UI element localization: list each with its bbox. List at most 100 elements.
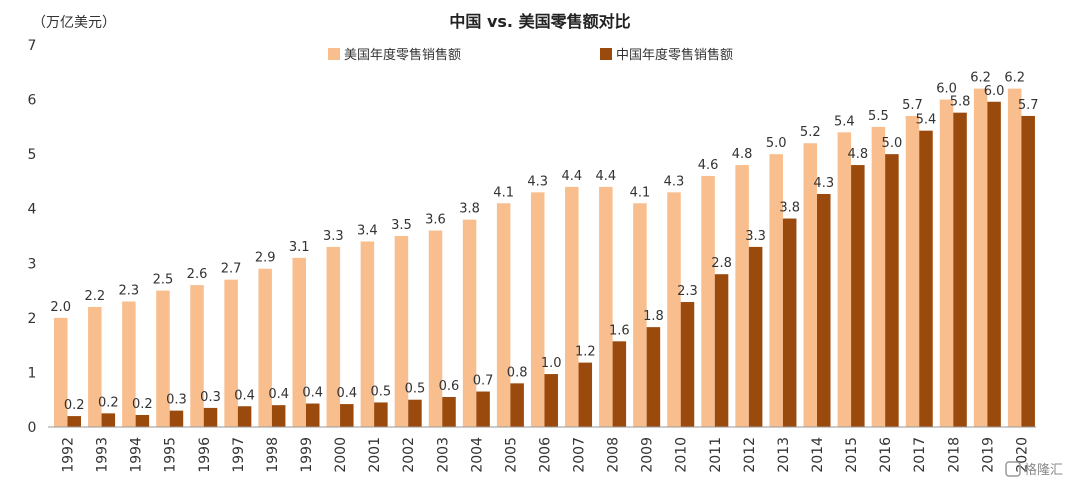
bar-china [782,218,797,427]
data-label-china: 5.0 [882,136,903,151]
x-tick-label: 2018 [946,437,962,473]
data-label-us: 2.2 [84,289,105,304]
bars [54,88,1035,428]
data-label-china: 0.8 [507,365,528,380]
data-label-china: 3.3 [745,229,766,244]
x-tick-label: 2020 [1014,437,1030,473]
data-label-china: 5.8 [950,95,971,110]
bar-us [599,186,613,427]
data-label-us: 3.5 [391,218,412,233]
bar-us [190,285,204,427]
data-label-china: 0.5 [405,382,426,397]
data-label-us: 3.8 [459,202,480,217]
data-label-china: 5.4 [916,113,937,128]
bar-china [817,193,831,427]
bar-us [1007,88,1022,428]
x-tick-label: 2011 [708,437,724,473]
bar-china [885,154,899,427]
data-label-china: 0.6 [439,379,460,394]
bar-us [667,192,681,427]
bar-us [735,165,749,428]
data-label-us: 4.1 [493,185,514,200]
y-tick-label: 7 [28,38,37,54]
data-label-china: 0.2 [98,395,119,410]
x-tick-label: 1996 [197,437,213,473]
bar-china [578,362,593,427]
bar-china [374,402,388,427]
data-label-china: 0.2 [132,397,153,412]
bar-us [803,143,818,427]
data-label-us: 3.3 [323,229,344,244]
data-label-us: 6.2 [970,71,991,86]
x-tick-label: 2004 [469,437,485,473]
bar-china [919,130,933,428]
data-label-us: 4.4 [596,169,617,184]
data-label-china: 5.7 [1018,98,1039,113]
legend: 美国年度零售销售额 中国年度零售销售额 [328,47,733,63]
bar-us [973,88,988,428]
bar-china [953,112,967,427]
bar-china [340,404,354,427]
bar-china [408,399,422,427]
x-tick-label: 2019 [980,437,996,473]
data-label-china: 2.3 [677,284,698,299]
bar-us [394,236,409,427]
data-label-us: 5.4 [834,114,855,129]
x-tick-label: 2015 [844,437,860,473]
bar-us [326,246,341,427]
x-tick-label: 2007 [572,437,588,473]
bar-us [496,203,511,427]
data-label-china: 3.8 [779,201,800,216]
bar-china [714,274,729,427]
y-tick-label: 2 [28,311,37,327]
y-tick-label: 4 [28,202,37,218]
bar-us [224,279,238,427]
bar-us [769,154,783,427]
data-label-us: 5.7 [902,98,923,113]
chart-title: 中国 vs. 美国零售额对比 [449,12,630,31]
bar-china [646,327,661,427]
bar-china [476,391,490,427]
bar-china [987,101,1001,428]
bar-us [156,290,170,427]
data-label-us: 5.0 [766,136,787,151]
bar-us [871,126,886,427]
bar-china [442,396,456,427]
data-label-us: 6.0 [936,82,957,97]
bar-china [680,302,695,427]
bar-china [101,413,116,427]
data-label-us: 2.9 [255,251,276,266]
bar-us [462,219,477,427]
bar-china [510,383,524,427]
bar-china [851,165,865,428]
data-label-us: 2.6 [187,267,208,282]
x-tick-label: 2016 [878,437,894,473]
bar-china [748,246,763,427]
x-tick-label: 1999 [299,437,315,473]
bar-china [1021,115,1035,427]
x-tick-label: 2013 [776,437,792,473]
data-label-us: 2.5 [153,273,174,288]
bar-china [169,410,184,427]
bar-china [237,406,252,427]
legend-label-china: 中国年度零售销售额 [616,47,733,63]
data-label-china: 1.0 [541,356,562,371]
bar-china [203,407,218,427]
data-label-china: 0.2 [64,398,85,413]
data-label-china: 0.5 [371,384,392,399]
bar-labels: 2.0 0.2 2.2 0.2 2.3 0.2 2.5 0.3 2.6 0.3 2.7 0.4 2.9 0… [50,71,1038,413]
y-tick-label: 0 [28,420,37,436]
data-label-us: 4.4 [561,169,582,184]
x-tick-label: 1998 [265,437,281,473]
bar-us [88,306,102,427]
x-tick-label: 2006 [537,437,553,473]
data-label-china: 0.4 [234,388,255,403]
y-axis: 0 1 2 3 4 5 6 7 [28,38,37,436]
data-label-china: 4.3 [813,176,834,191]
data-label-china: 0.3 [200,390,221,405]
x-tick-label: 2001 [367,437,383,473]
bar-us [360,241,375,427]
data-label-us: 6.2 [1004,71,1025,86]
data-label-china: 4.8 [847,147,868,162]
